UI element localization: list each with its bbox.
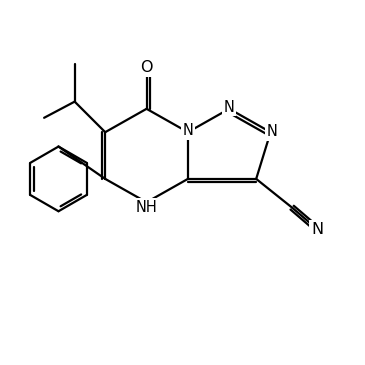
Text: N: N [182,123,193,138]
Text: NH: NH [136,200,157,215]
Text: N: N [224,100,235,115]
Text: N: N [311,222,323,237]
Text: N: N [267,124,278,139]
Text: O: O [140,60,153,75]
